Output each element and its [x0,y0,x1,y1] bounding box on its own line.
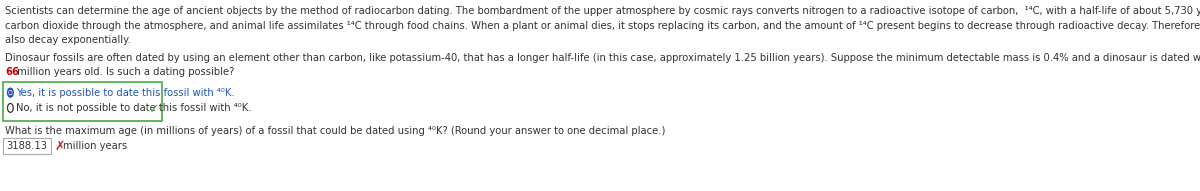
Circle shape [10,91,12,95]
Text: million years: million years [64,141,127,151]
Text: No, it is not possible to date this fossil with ⁴⁰K.: No, it is not possible to date this foss… [16,103,251,113]
Text: Dinosaur fossils are often dated by using an element other than carbon, like pot: Dinosaur fossils are often dated by usin… [5,53,1200,63]
Text: carbon dioxide through the atmosphere, and animal life assimilates ¹⁴C through f: carbon dioxide through the atmosphere, a… [5,21,1200,31]
FancyBboxPatch shape [4,138,50,154]
Text: Scientists can determine the age of ancient objects by the method of radiocarbon: Scientists can determine the age of anci… [5,6,1200,16]
Text: million years old. Is such a dating possible?: million years old. Is such a dating poss… [14,67,235,77]
Circle shape [7,88,13,97]
Text: Yes, it is possible to date this fossil with ⁴⁰K.: Yes, it is possible to date this fossil … [16,88,234,98]
Circle shape [10,91,11,94]
Text: ✓: ✓ [149,103,158,116]
Text: 66: 66 [5,67,19,77]
Text: What is the maximum age (in millions of years) of a fossil that could be dated u: What is the maximum age (in millions of … [5,126,666,136]
Text: ✗: ✗ [54,140,65,153]
Text: also decay exponentially.: also decay exponentially. [5,35,131,45]
FancyBboxPatch shape [4,82,162,121]
Text: 3188.13: 3188.13 [6,141,48,151]
